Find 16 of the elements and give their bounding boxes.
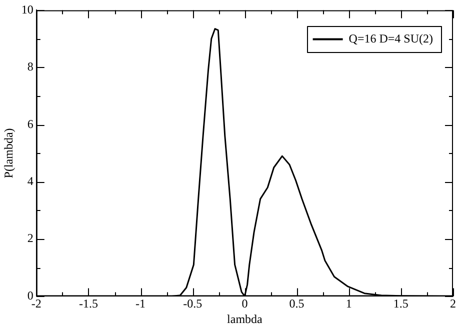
x-tick-label: -1	[136, 296, 146, 311]
x-tick-label: -1.5	[78, 296, 98, 311]
legend-label: Q=16 D=4 SU(2)	[348, 31, 434, 46]
y-axis-title: P(lambda)	[1, 128, 16, 178]
y-tick-label: 8	[27, 60, 34, 74]
x-tick-label: 2	[450, 296, 456, 311]
y-tick-label: 2	[27, 231, 34, 246]
y-tick-label: 10	[21, 2, 34, 16]
x-tick-label: 1	[346, 296, 352, 311]
x-axis-title: lambda	[227, 312, 264, 326]
x-tick-label: 0.5	[289, 296, 304, 311]
y-tick-label: 6	[27, 116, 34, 131]
x-tick-label: 0	[242, 296, 248, 311]
x-tick-label: -0.5	[183, 296, 202, 311]
x-tick-label: 1.5	[393, 296, 408, 311]
y-tick-label: 4	[27, 174, 34, 188]
